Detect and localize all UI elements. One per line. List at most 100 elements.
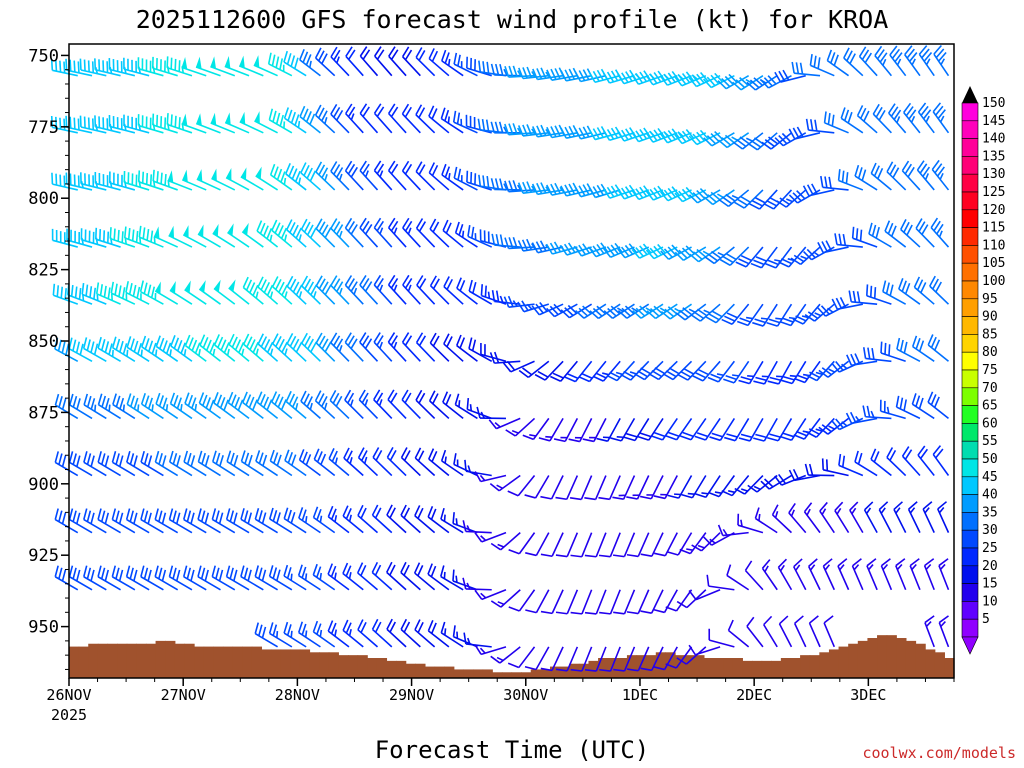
wind-barb	[866, 558, 878, 591]
barb-feather	[726, 312, 738, 319]
barb-feather	[916, 279, 924, 291]
barb-feather	[249, 339, 256, 351]
barb-feather	[54, 393, 60, 406]
barb-feather	[901, 280, 907, 292]
barb-feather	[254, 622, 260, 634]
barb-staff	[803, 511, 821, 534]
wind-barb	[371, 618, 393, 648]
barb-feather	[258, 624, 263, 636]
barb-feather	[867, 347, 871, 360]
barb-feather	[76, 512, 81, 525]
barb-feather	[924, 507, 930, 514]
barb-feather	[363, 456, 368, 464]
barb-feather	[280, 171, 286, 183]
barb-feather	[709, 436, 721, 442]
barb-staff	[169, 576, 193, 591]
wind-barb	[109, 227, 136, 248]
wind-barb	[578, 360, 607, 383]
barb-feather	[496, 656, 504, 662]
barb-feather	[200, 567, 206, 580]
barb-feather	[567, 373, 579, 380]
terrain-column	[338, 655, 349, 678]
wind-barb	[283, 564, 307, 591]
barb-feather	[911, 335, 918, 347]
barb-feather	[490, 63, 496, 76]
barb-staff	[849, 509, 864, 534]
wind-barb	[140, 565, 164, 591]
wind-barb	[81, 282, 107, 305]
wind-barb	[744, 560, 764, 591]
terrain-column	[194, 646, 205, 678]
barb-feather	[848, 290, 853, 302]
barb-staff	[68, 348, 93, 362]
barb-feather	[259, 222, 266, 234]
barb-staff	[269, 460, 293, 477]
barb-staff	[652, 74, 678, 86]
barb-feather	[345, 622, 352, 634]
wind-barb	[254, 565, 279, 591]
wind-barb	[373, 160, 393, 191]
barb-feather	[596, 184, 605, 196]
barb-staff	[286, 229, 307, 248]
barb-feather	[263, 281, 271, 293]
barb-staff	[140, 291, 164, 305]
barb-feather	[227, 391, 234, 404]
wind-barb	[804, 303, 835, 322]
barb-feather	[272, 567, 278, 579]
wind-barb	[752, 303, 778, 327]
barb-feather	[821, 508, 827, 515]
barb-feather	[301, 332, 308, 344]
barb-staff	[270, 174, 293, 191]
wind-barb	[532, 67, 564, 81]
barb-staff	[843, 57, 864, 77]
barb-feather	[466, 637, 471, 645]
barb-feather	[885, 282, 890, 294]
barb-feather	[301, 509, 307, 521]
barb-staff	[402, 227, 421, 248]
barb-feather	[161, 512, 167, 524]
colorbar-swatch	[961, 494, 979, 513]
barb-feather	[176, 455, 181, 467]
barb-feather	[834, 501, 844, 512]
barb-feather	[271, 54, 276, 66]
barb-feather	[535, 241, 543, 253]
barb-feather	[711, 432, 723, 438]
wind-barb	[553, 418, 579, 443]
barb-feather	[695, 372, 707, 379]
barb-feather	[861, 169, 867, 181]
barb-feather	[353, 287, 358, 295]
barb-staff	[682, 189, 707, 203]
barb-staff	[534, 475, 550, 499]
barb-feather	[180, 404, 183, 411]
barb-staff	[269, 518, 293, 534]
barb-feather	[849, 53, 856, 65]
colorbar-swatch	[961, 102, 979, 122]
y-tick-label: 800	[28, 189, 59, 209]
barb-feather	[215, 510, 220, 522]
barb-staff	[664, 475, 678, 499]
terrain-column	[386, 660, 397, 678]
barb-feather	[631, 74, 640, 85]
credit-link[interactable]: coolwx.com/models	[862, 744, 1016, 762]
colorbar-swatch	[961, 173, 979, 193]
barb-feather	[588, 71, 596, 83]
barb-feather	[922, 109, 932, 120]
barb-feather	[758, 513, 761, 521]
barb-feather	[96, 293, 99, 301]
barb-feather	[692, 375, 704, 382]
barb-feather	[821, 458, 824, 470]
barb-feather	[890, 106, 899, 117]
barb-feather	[806, 184, 814, 196]
barb-feather	[665, 606, 677, 612]
wind-barb	[400, 447, 421, 477]
barb-feather	[389, 564, 396, 576]
barb-feather	[90, 341, 95, 353]
wind-barb	[708, 475, 736, 498]
barb-feather	[324, 284, 332, 296]
barb-feather	[517, 184, 522, 192]
barb-feather	[389, 449, 397, 461]
wind-barb	[584, 589, 607, 615]
barb-feather	[921, 48, 930, 59]
barb-feather	[262, 225, 269, 237]
terrain-column	[828, 649, 840, 678]
